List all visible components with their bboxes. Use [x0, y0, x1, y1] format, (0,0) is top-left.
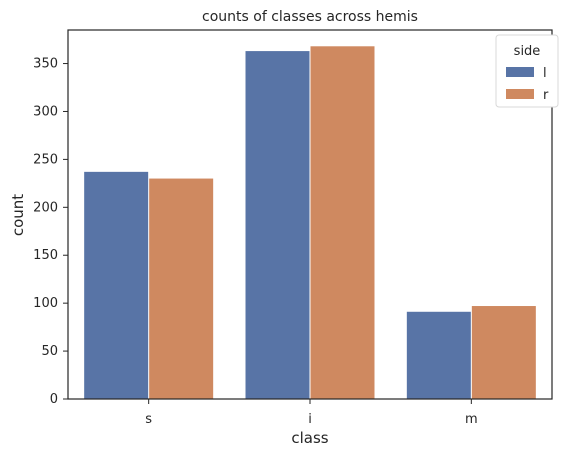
plot-frame — [67, 29, 553, 400]
bar-m-r — [471, 306, 536, 399]
y-tick-label-100: 100 — [33, 296, 58, 311]
legend-label-l: l — [543, 66, 547, 81]
y-tick-label-350: 350 — [33, 57, 58, 72]
bar-i-r — [310, 46, 375, 399]
y-tick-label-0: 0 — [50, 392, 58, 407]
bar-s-l — [84, 171, 149, 399]
bar-s-r — [149, 178, 214, 399]
legend-swatch-r — [506, 89, 534, 99]
chart-title: counts of classes across hemis — [202, 9, 418, 25]
y-axis-label: count — [9, 194, 27, 236]
legend-label-r: r — [543, 88, 549, 103]
x-tick-label-m: m — [465, 412, 478, 427]
y-tick-label-300: 300 — [33, 104, 58, 119]
legend-swatch-l — [506, 67, 534, 77]
x-axis-label: class — [291, 429, 328, 447]
legend-title: side — [514, 44, 541, 59]
y-tick-label-150: 150 — [33, 248, 58, 263]
x-tick-label-i: i — [308, 412, 312, 427]
bar-m-l — [406, 311, 471, 399]
y-tick-label-50: 50 — [41, 344, 58, 359]
x-tick-label-s: s — [145, 412, 152, 427]
bar-i-l — [245, 51, 310, 400]
plot-area: 0 50 100 150 200 250 300 350 s i m — [33, 29, 553, 427]
legend: side l r — [495, 34, 559, 108]
y-tick-label-200: 200 — [33, 200, 58, 215]
y-tick-label-250: 250 — [33, 152, 58, 167]
